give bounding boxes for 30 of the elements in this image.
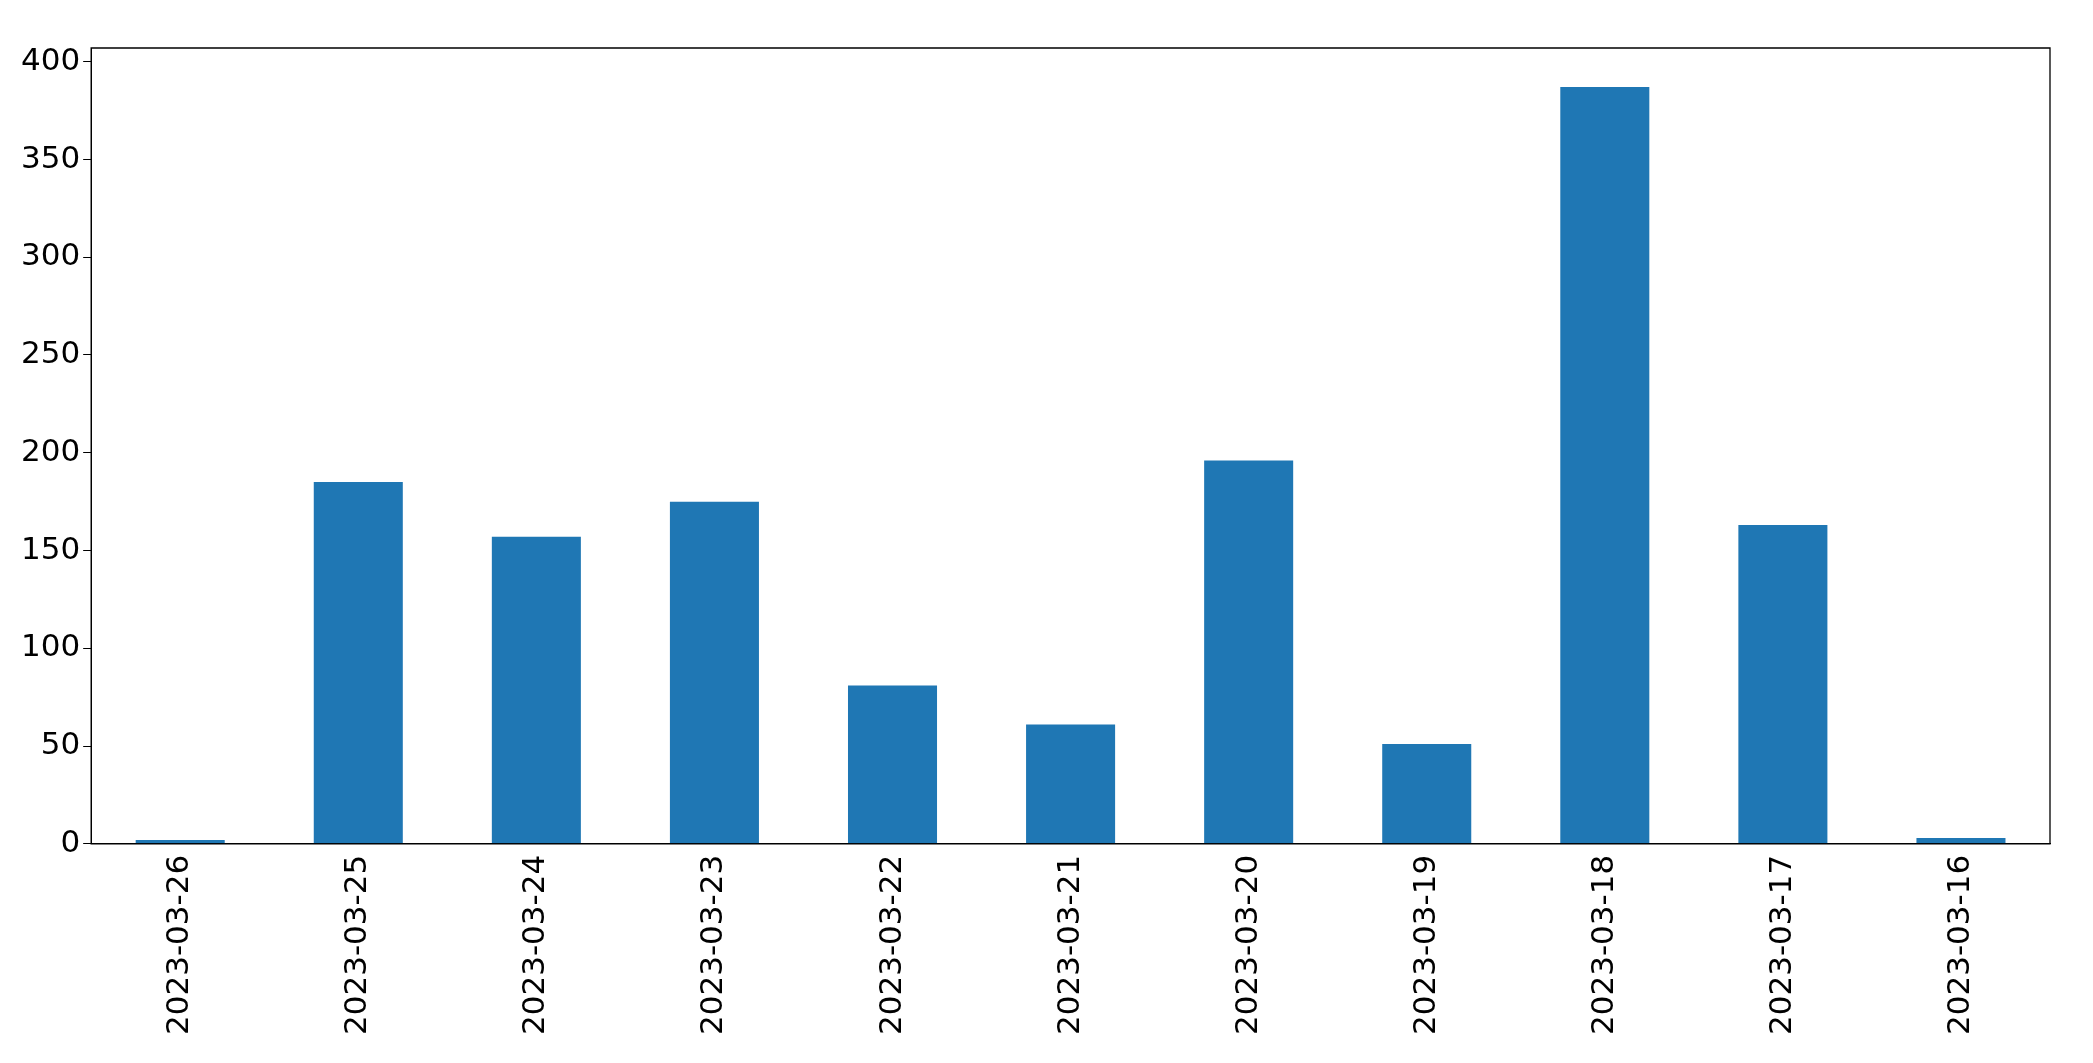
bar [1560,87,1650,844]
bar [1382,744,1472,844]
bar [669,501,759,844]
y-tick-label: 350 [21,138,81,175]
y-tick-label: 0 [60,822,81,859]
x-tick-label: 2023-03-17 [1761,854,1798,1036]
x-tick-label: 2023-03-24 [515,854,552,1036]
x-tick-label: 2023-03-26 [159,854,196,1036]
x-tick-label: 2023-03-19 [1405,854,1442,1036]
bar [313,482,403,844]
y-tick-label: 250 [21,334,81,371]
y-tick-label: 150 [21,529,81,566]
x-tick-label: 2023-03-25 [337,854,374,1036]
x-tick-label: 2023-03-20 [1227,854,1264,1036]
bar [491,536,581,844]
bar [1916,837,2006,844]
x-tick-label: 2023-03-18 [1583,854,1620,1036]
bar [1738,525,1828,844]
y-tick-label: 50 [40,725,81,762]
bar [1026,724,1116,844]
x-tick-label: 2023-03-21 [1049,854,1086,1036]
y-tick-label: 300 [21,236,81,273]
y-tick-label: 100 [21,627,81,664]
y-tick-label: 200 [21,431,81,468]
x-tick-label: 2023-03-16 [1940,854,1977,1036]
bar [1204,460,1294,844]
y-tick-label: 400 [21,40,81,77]
x-tick-label: 2023-03-22 [871,854,908,1036]
bar [847,685,938,844]
x-tick-label: 2023-03-23 [693,854,730,1036]
